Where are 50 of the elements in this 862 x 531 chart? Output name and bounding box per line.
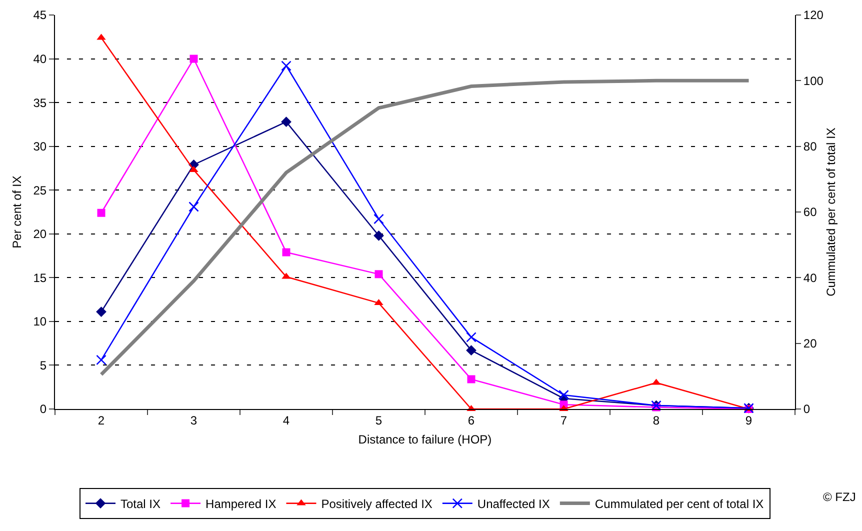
point xyxy=(281,116,292,128)
y-tick-label: 5 xyxy=(40,358,47,372)
y-tick-label: 15 xyxy=(33,270,47,285)
y2-tick-label: 20 xyxy=(803,336,818,351)
point xyxy=(466,345,476,356)
y-tick-label: 35 xyxy=(33,96,47,110)
legend-label: Cummulated per cent of total IX xyxy=(594,496,764,511)
legend-label: Total IX xyxy=(120,496,161,511)
y2-axis-title: Cummulated per cent of total IX xyxy=(824,128,838,296)
y-tick-label: 0 xyxy=(40,402,47,416)
point xyxy=(281,60,292,71)
y2-tick-label: 60 xyxy=(803,205,818,220)
x-axis-title: Distance to failure (HOP) xyxy=(358,432,492,446)
y2-tick-label: 0 xyxy=(803,402,810,416)
point xyxy=(96,306,106,318)
x-tick-label: 5 xyxy=(375,413,382,428)
legend-label: Positively affected IX xyxy=(321,496,432,511)
y-tick-label: 20 xyxy=(33,227,47,242)
x-tick-label: 2 xyxy=(98,413,105,428)
y2-tick-label: 80 xyxy=(803,140,818,154)
y2-tick-label: 100 xyxy=(803,74,824,88)
point xyxy=(374,270,383,278)
point xyxy=(466,332,476,342)
point xyxy=(374,214,384,224)
point xyxy=(190,54,198,63)
point xyxy=(558,390,569,400)
x-tick-label: 8 xyxy=(652,413,660,428)
y-tick-label: 25 xyxy=(33,183,47,198)
x-tick-label: 3 xyxy=(190,413,198,428)
y-axis-title: Per cent of IX xyxy=(10,176,24,248)
point xyxy=(282,248,290,256)
point xyxy=(374,230,384,241)
y-tick-label: 40 xyxy=(33,52,47,66)
y-tick-label: 30 xyxy=(33,140,47,154)
x-tick-label: 7 xyxy=(560,413,568,428)
point xyxy=(188,202,199,212)
point xyxy=(97,208,106,217)
y2-tick-label: 40 xyxy=(803,270,818,285)
text: © FZJ xyxy=(823,490,856,504)
legend-label: Hampered IX xyxy=(206,496,276,511)
x-tick-label: 4 xyxy=(282,413,290,428)
point xyxy=(96,354,106,366)
line-series xyxy=(100,78,750,376)
point xyxy=(467,375,476,384)
x-tick-label: 6 xyxy=(468,413,475,428)
y-tick-label: 45 xyxy=(33,8,47,22)
legend-label: Unaffected IX xyxy=(477,496,550,511)
y2-tick-label: 120 xyxy=(803,8,824,22)
x-tick-label: 9 xyxy=(745,413,752,428)
y-tick-label: 10 xyxy=(33,314,47,329)
